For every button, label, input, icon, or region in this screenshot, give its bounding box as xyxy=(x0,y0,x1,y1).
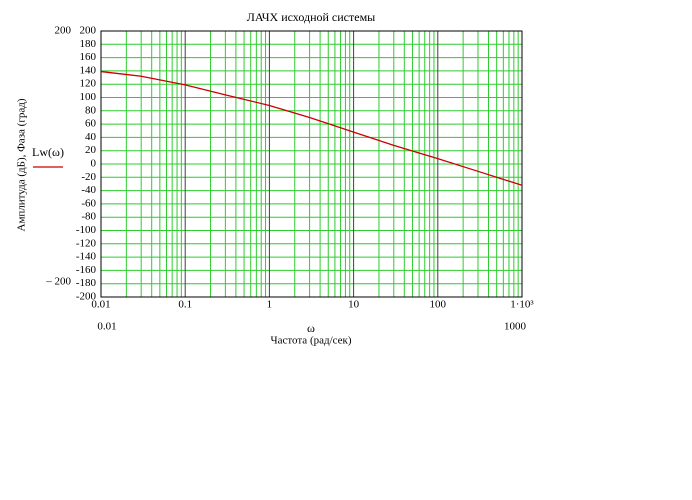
x-tick-label: 1 xyxy=(267,299,273,311)
y-tick-label: -80 xyxy=(81,211,96,223)
x-limit-label: 0.01 xyxy=(97,321,116,333)
x-tick-label: 0.1 xyxy=(178,299,192,311)
chart-title: ЛАЧХ исходной системы xyxy=(247,10,375,24)
y-limit-label: 200 xyxy=(55,25,72,37)
y-tick-label: 120 xyxy=(80,78,97,90)
y-tick-label: 60 xyxy=(85,118,97,130)
y-tick-label: 80 xyxy=(85,104,97,116)
x-tick-label: 0.01 xyxy=(91,299,110,311)
y-tick-label: -120 xyxy=(76,237,97,249)
x-limit-label: 1000 xyxy=(504,321,527,333)
y-tick-label: 200 xyxy=(80,25,97,37)
y-tick-label: -100 xyxy=(76,224,97,236)
y-tick-label: 40 xyxy=(85,131,97,143)
y-limit-label: – 200 xyxy=(45,276,71,288)
y-tick-label: -40 xyxy=(81,184,96,196)
series-line xyxy=(100,70,523,186)
y-tick-label: 100 xyxy=(80,91,97,103)
y-tick-label: 20 xyxy=(85,144,97,156)
y-tick-label: -60 xyxy=(81,197,96,209)
y-tick-label: 180 xyxy=(80,38,97,50)
x-tick-label: 1·10³ xyxy=(510,299,534,311)
y-tick-label: 0 xyxy=(91,158,97,170)
x-axis-label: Частота (рад/сек) xyxy=(270,335,351,347)
y-tick-label: -20 xyxy=(81,171,96,183)
y-tick-label: -140 xyxy=(76,251,97,263)
y-tick-label: -160 xyxy=(76,264,97,276)
x-variable: ω xyxy=(307,321,315,335)
y-tick-label: 160 xyxy=(80,51,97,63)
plot-frame xyxy=(100,30,523,298)
y-tick-label: -180 xyxy=(76,277,97,289)
x-tick-label: 10 xyxy=(348,299,360,311)
y-axis-label: Амплитуда (дБ), Фаза (град) xyxy=(16,98,28,231)
legend-label: Lw(ω) xyxy=(32,145,64,159)
x-tick-label: 100 xyxy=(430,299,447,311)
y-tick-label: -200 xyxy=(76,291,97,303)
y-tick-label: 140 xyxy=(80,64,97,76)
